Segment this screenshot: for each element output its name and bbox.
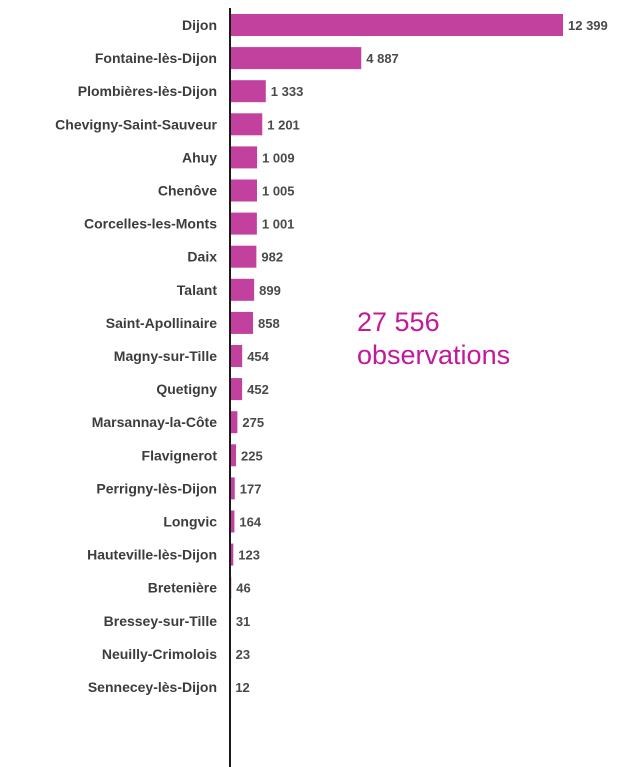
bar-talant [230,278,255,301]
observations-count: 27 556 [357,307,440,337]
observations-annotation: 27 556 observations [357,306,510,372]
bar-perrigny-les-dijon [230,477,235,500]
category-label-plombieres-les-dijon: Plombières-lès-Dijon [78,83,217,99]
category-label-dijon: Dijon [182,17,217,33]
category-label-chevigny-saint-sauveur: Chevigny-Saint-Sauveur [55,116,217,132]
value-label-saint-apollinaire: 858 [258,316,280,331]
value-label-longvic: 164 [239,515,261,530]
bar-daix [230,245,257,268]
category-label-longvic: Longvic [163,514,217,530]
category-labels: Dijon Fontaine-lès-Dijon Plombières-lès-Di… [55,17,217,695]
bar-ahuy [230,146,258,169]
category-label-neuilly-crimolois: Neuilly-Crimolois [102,646,217,662]
category-label-ahuy: Ahuy [182,149,217,165]
value-label-corcelles-les-monts: 1 001 [262,217,295,232]
bar-flavignerot [230,444,237,467]
value-label-fontaine-les-dijon: 4 887 [366,51,399,66]
bar-hauteville-les-dijon [230,543,234,566]
bar-marsannay-la-cote [230,411,238,434]
value-label-sennecey-les-dijon: 12 [235,680,249,695]
bar-plombieres-les-dijon [230,80,266,103]
value-label-talant: 899 [259,283,281,298]
category-label-daix: Daix [187,249,217,265]
value-label-quetigny: 452 [247,382,269,397]
category-label-bressey-sur-tille: Bressey-sur-Tille [104,613,218,629]
bar-saint-apollinaire [230,311,254,334]
category-label-chenove: Chenôve [158,183,217,199]
category-label-saint-apollinaire: Saint-Apollinaire [106,315,217,331]
category-label-quetigny: Quetigny [156,381,217,397]
category-label-perrigny-les-dijon: Perrigny-lès-Dijon [96,480,217,496]
category-label-hauteville-les-dijon: Hauteville-lès-Dijon [87,547,217,563]
category-label-breteniere: Bretenière [148,580,217,596]
bar-magny-sur-tille [230,345,243,367]
category-label-flavignerot: Flavignerot [142,447,218,463]
value-label-perrigny-les-dijon: 177 [240,481,262,496]
value-label-marsannay-la-cote: 275 [242,415,264,430]
value-label-chevigny-saint-sauveur: 1 201 [267,117,300,132]
category-label-sennecey-les-dijon: Sennecey-lès-Dijon [88,679,217,695]
observations-label: observations [357,340,511,370]
category-label-marsannay-la-cote: Marsannay-la-Côte [92,414,217,430]
bar-dijon [230,14,563,36]
category-label-talant: Talant [177,282,218,298]
value-label-dijon: 12 399 [568,18,608,33]
bar-fontaine-les-dijon [230,47,362,70]
bar-chenove [230,179,257,202]
value-label-breteniere: 46 [236,581,250,596]
value-label-hauteville-les-dijon: 123 [238,548,260,563]
value-label-magny-sur-tille: 454 [247,349,269,364]
bar-chevigny-saint-sauveur [230,113,263,136]
value-label-daix: 982 [261,250,283,265]
value-label-ahuy: 1 009 [262,150,295,165]
value-label-bressey-sur-tille: 31 [236,614,250,629]
value-label-flavignerot: 225 [241,448,263,463]
value-label-chenove: 1 005 [262,184,295,199]
bar-quetigny [230,378,243,401]
value-labels: 12 399 4 887 1 333 1 201 1 009 1 005 1 001 982 8… [235,18,607,695]
value-label-neuilly-crimolois: 23 [236,647,250,662]
bar-longvic [230,510,235,533]
category-label-magny-sur-tille: Magny-sur-Tille [114,348,217,364]
bar-corcelles-les-monts [230,212,257,235]
category-label-fontaine-les-dijon: Fontaine-lès-Dijon [95,50,217,66]
category-label-corcelles-les-monts: Corcelles-les-Monts [84,216,217,232]
value-label-plombieres-les-dijon: 1 333 [271,84,304,99]
